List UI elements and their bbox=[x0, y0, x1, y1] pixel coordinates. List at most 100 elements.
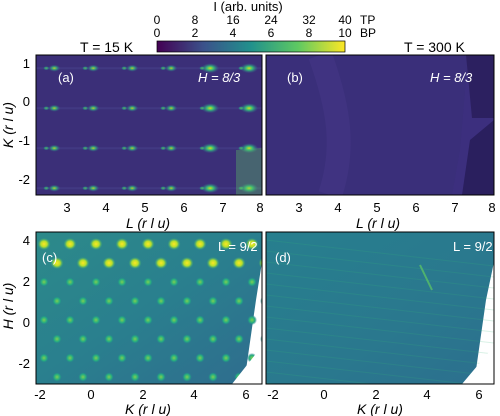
panel-a-satellite bbox=[43, 106, 50, 111]
colorbar-bp-ticks: 0 2 4 6 8 10 bbox=[154, 26, 352, 40]
panel-d-annotation: L = 9/2 bbox=[453, 239, 493, 254]
panel-a-satellite bbox=[82, 66, 89, 71]
panel-c-peak bbox=[63, 238, 77, 250]
panel-a-satellite bbox=[199, 186, 206, 191]
panel-c-peak bbox=[221, 315, 231, 325]
colorbar-bp-label: BP bbox=[360, 26, 376, 40]
panel-c-peak bbox=[221, 277, 231, 287]
bottom-x-axis-left: -2 0 2 4 6 K (r l u) bbox=[34, 387, 249, 416]
panel-c-peak bbox=[65, 315, 75, 325]
panel-a-peak bbox=[48, 184, 61, 192]
panel-c-peak bbox=[117, 315, 127, 325]
panel-d-streak bbox=[266, 261, 494, 289]
panel-d-streak bbox=[266, 272, 494, 300]
colorbar-label: I (arb. units) bbox=[213, 0, 282, 14]
panel-c-peak bbox=[130, 372, 140, 382]
bottom-xtick: 2 bbox=[139, 387, 146, 402]
panel-c-blank-corner bbox=[232, 346, 262, 384]
panel-a-peak bbox=[48, 104, 61, 112]
temperature-right: T = 300 K bbox=[404, 39, 466, 55]
panel-c-peak bbox=[37, 238, 51, 250]
panel-a-background bbox=[36, 55, 262, 195]
panel-c-peak bbox=[115, 238, 129, 250]
panel-c-peak bbox=[232, 257, 246, 269]
panel-a-peak bbox=[240, 143, 259, 154]
cb-tp-tick: 40 bbox=[338, 13, 352, 27]
panel-c-peak bbox=[52, 372, 62, 382]
panel-c-peak bbox=[39, 277, 49, 287]
panel-a-satellite bbox=[121, 146, 128, 151]
panel-c-peak bbox=[89, 238, 103, 250]
panel-c-peak bbox=[208, 296, 218, 306]
panel-d-streaks bbox=[266, 239, 494, 384]
panel-b-frame bbox=[265, 54, 495, 196]
panel-d-streak bbox=[266, 349, 494, 377]
panel-c-peak bbox=[156, 296, 166, 306]
panel-c-peak bbox=[91, 315, 101, 325]
panel-a-satellite bbox=[199, 146, 206, 151]
bottom-xlabel-right: K (r l u) bbox=[357, 401, 403, 416]
panel-c-peak bbox=[154, 257, 168, 269]
panel-c-peak bbox=[234, 334, 244, 344]
top-xtick: 3 bbox=[63, 200, 70, 215]
panel-c-peak bbox=[104, 296, 114, 306]
panel-c-peak bbox=[169, 277, 179, 287]
panel-d-streak bbox=[266, 360, 473, 384]
panel-a-peak bbox=[165, 64, 178, 72]
panel-d-blank-corner bbox=[462, 346, 494, 384]
panel-a-edge bbox=[236, 148, 262, 195]
panel-a-peak bbox=[87, 184, 100, 192]
panel-d-streak bbox=[266, 327, 494, 355]
panel-a-satellite bbox=[121, 186, 128, 191]
top-ytick: -2 bbox=[18, 172, 30, 187]
bottom-ytick: -2 bbox=[18, 356, 30, 371]
panel-a-peak bbox=[165, 184, 178, 192]
panel-c-peak bbox=[169, 353, 179, 363]
bottom-xtick: 0 bbox=[320, 387, 327, 402]
panel-c-peak bbox=[117, 277, 127, 287]
panel-c-peak bbox=[52, 296, 62, 306]
panel-a-peak bbox=[48, 144, 61, 152]
panel-c-peak bbox=[130, 334, 140, 344]
panel-c-peak bbox=[141, 238, 155, 250]
panel-a-peak bbox=[201, 103, 220, 114]
panel-c-peak bbox=[156, 372, 166, 382]
panel-a-peak bbox=[87, 104, 100, 112]
panel-a-satellite bbox=[82, 186, 89, 191]
bottom-xtick: 0 bbox=[87, 387, 94, 402]
panel-d-background bbox=[266, 232, 494, 384]
panel-a-satellite bbox=[238, 66, 245, 71]
panel-c-peak bbox=[78, 334, 88, 344]
bottom-x-axis-right: -2 0 2 4 6 K (r l u) bbox=[267, 387, 482, 416]
panel-c-peak bbox=[208, 372, 218, 382]
panel-c-peak bbox=[117, 353, 127, 363]
panel-d-streak bbox=[266, 239, 494, 267]
bottom-ytick: 0 bbox=[23, 315, 30, 330]
top-ytick: 1 bbox=[23, 56, 30, 71]
top-xtick: 4 bbox=[334, 200, 341, 215]
panel-c-frame bbox=[35, 231, 263, 385]
top-xtick: 7 bbox=[451, 200, 458, 215]
panel-a-satellite bbox=[82, 106, 89, 111]
panel-a-satellite bbox=[238, 106, 245, 111]
panel-c-peak bbox=[76, 257, 90, 269]
bottom-xtick: 6 bbox=[242, 387, 249, 402]
bottom-xtick: -2 bbox=[267, 387, 279, 402]
cb-tp-tick: 24 bbox=[264, 13, 278, 27]
colorbar-bar bbox=[156, 40, 346, 53]
panel-c-peak bbox=[208, 334, 218, 344]
cb-bp-tick: 6 bbox=[268, 26, 275, 40]
panel-b-streak bbox=[308, 55, 351, 195]
panel-c-peak bbox=[65, 353, 75, 363]
top-xtick: 7 bbox=[219, 200, 226, 215]
panel-a-satellite bbox=[160, 146, 167, 151]
panel-a-peak bbox=[48, 64, 61, 72]
panel-a-satellite bbox=[121, 106, 128, 111]
panel-a-peak bbox=[126, 64, 139, 72]
panel-a-satellite bbox=[160, 106, 167, 111]
top-xtick: 6 bbox=[180, 200, 187, 215]
top-xtick: 8 bbox=[256, 200, 263, 215]
panel-a-annotation: H = 8/3 bbox=[198, 70, 241, 85]
top-xtick: 5 bbox=[141, 200, 148, 215]
panel-a-peaks bbox=[36, 63, 262, 194]
